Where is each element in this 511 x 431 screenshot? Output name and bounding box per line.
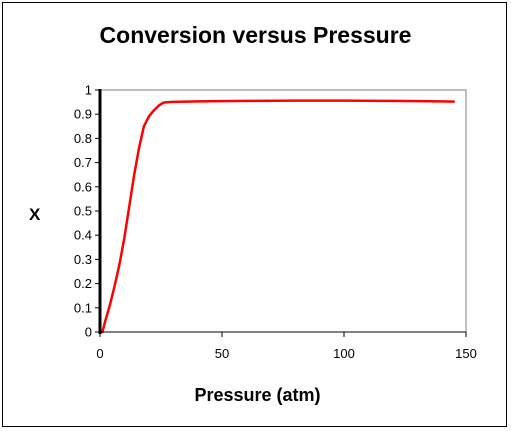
y-tick-label: 0: [85, 325, 92, 340]
x-tick-label: 50: [215, 346, 229, 361]
x-tick-label: 0: [96, 346, 103, 361]
x-axis-label: Pressure (atm): [194, 385, 321, 405]
x-tick-label: 150: [455, 346, 477, 361]
y-tick-label: 0.2: [74, 276, 92, 291]
plot-area: [99, 89, 467, 333]
y-tick-label: 0.6: [74, 179, 92, 194]
x-tick-label: 100: [333, 346, 355, 361]
y-tick-label: 1: [85, 83, 92, 98]
axis-ticks: 0 0.1 0.2 0.3 0.4 0.5 0.6 0.7 0.8 0.9 1 0 50 100 150: [74, 83, 477, 362]
y-tick-label: 0.5: [74, 204, 92, 219]
y-tick-label: 0.3: [74, 252, 92, 267]
y-tick-label: 0.9: [74, 107, 92, 122]
y-tick-label: 0.4: [74, 228, 92, 243]
y-tick-label: 0.1: [74, 300, 92, 315]
series-line: [101, 99, 456, 334]
series-group: [101, 99, 456, 334]
y-tick-label: 0.8: [74, 131, 92, 146]
y-tick-label: 0.7: [74, 155, 92, 170]
y-axis-label: X: [29, 205, 41, 224]
chart-title: Conversion versus Pressure: [99, 22, 412, 48]
